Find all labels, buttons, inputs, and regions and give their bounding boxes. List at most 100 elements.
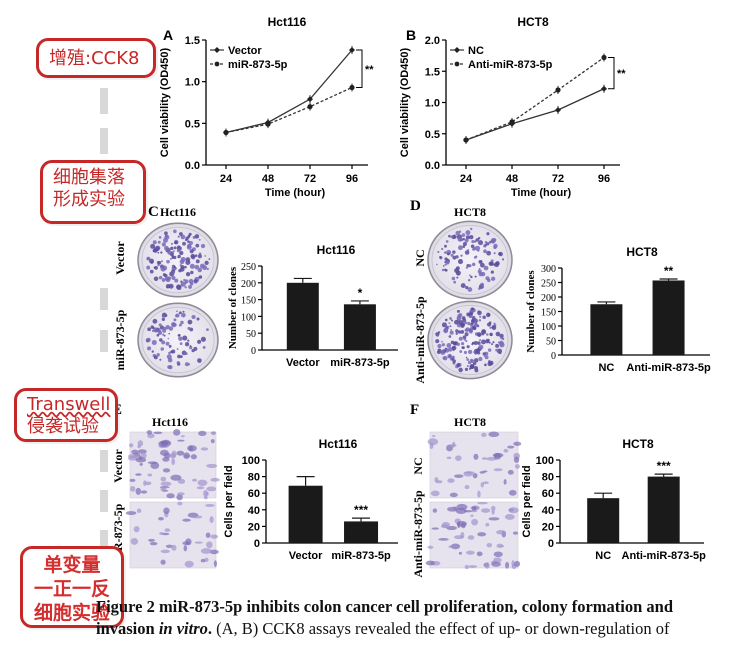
colony-dot xyxy=(168,351,171,355)
colony-dot xyxy=(180,280,183,283)
y-axis-label: Number of clones xyxy=(525,270,537,353)
colony-dot xyxy=(202,345,206,349)
invaded-cell xyxy=(177,478,186,484)
invaded-cell xyxy=(153,431,163,435)
colony-dot xyxy=(491,325,497,330)
invaded-cell xyxy=(505,561,510,569)
colony-dot xyxy=(466,345,470,349)
invaded-cell xyxy=(200,447,209,451)
colony-dot xyxy=(477,334,481,337)
invaded-cell xyxy=(429,442,434,449)
row-label: Vector xyxy=(111,449,125,483)
colony-dot xyxy=(436,335,439,337)
colony-dot xyxy=(458,336,463,341)
invaded-cell xyxy=(452,441,456,448)
colony-dot xyxy=(478,344,484,350)
colony-dot xyxy=(154,266,158,270)
colony-dot xyxy=(175,313,180,318)
colony-dot xyxy=(460,283,466,289)
invaded-cell xyxy=(137,444,141,449)
colony-dot xyxy=(156,353,160,357)
colony-dot xyxy=(480,282,485,287)
invaded-cell xyxy=(169,452,176,459)
series-line xyxy=(465,56,605,141)
caption-heading: Figure 2 miR-873-5p inhibits colon cance… xyxy=(96,597,674,616)
colony-dot xyxy=(187,339,190,342)
bar xyxy=(288,485,323,543)
data-point xyxy=(307,96,313,103)
colony-dot xyxy=(187,243,192,248)
row-label: Anti-miR-873-5p xyxy=(413,296,427,384)
colony-dot xyxy=(479,315,482,318)
colony-dot xyxy=(478,319,482,322)
colony-dot xyxy=(499,333,504,339)
colony-dot xyxy=(189,240,193,245)
invaded-cell xyxy=(427,545,434,549)
colony-dot xyxy=(440,350,446,355)
colony-dot xyxy=(455,230,460,236)
colony-dot xyxy=(471,262,476,267)
colony-dot xyxy=(195,259,200,264)
invaded-cell xyxy=(513,441,522,446)
colony-dot xyxy=(172,250,175,253)
invaded-cell xyxy=(491,505,496,511)
invaded-cell xyxy=(430,490,440,497)
y-axis-label: Cells per field xyxy=(223,465,235,537)
invaded-cell xyxy=(477,532,487,537)
colony-dot xyxy=(490,276,496,281)
colony-dot xyxy=(460,342,465,346)
invaded-cell xyxy=(493,468,503,472)
callout-cck8: 增殖:CCK8 xyxy=(36,38,156,78)
colony-dot xyxy=(455,332,458,335)
colony-dot xyxy=(161,315,165,318)
invaded-cell xyxy=(128,443,134,448)
colony-dot xyxy=(197,267,203,273)
x-tick-label: miR-873-5p xyxy=(330,357,390,369)
x-tick-label: 48 xyxy=(262,173,274,185)
data-point xyxy=(349,47,355,53)
colony-dot xyxy=(464,328,468,332)
invaded-cell xyxy=(177,501,183,506)
x-tick-label: 24 xyxy=(460,173,473,185)
colony-dot xyxy=(462,245,466,248)
y-tick-label: 0 xyxy=(548,538,554,550)
colony-dot xyxy=(443,328,449,334)
bar xyxy=(587,498,620,543)
colony-dot xyxy=(471,239,475,244)
invaded-cell xyxy=(486,542,493,548)
colony-dot xyxy=(455,255,457,258)
colony-dot xyxy=(496,348,503,354)
colony-dot xyxy=(475,238,479,242)
colony-dot xyxy=(467,321,471,326)
watermark-dash xyxy=(100,450,108,472)
colony-dot xyxy=(173,246,177,250)
colony-dot xyxy=(177,235,180,238)
colony-dot xyxy=(474,245,481,251)
colony-dot xyxy=(177,254,181,259)
chart-title: HCT8 xyxy=(626,245,658,259)
y-tick-label: 100 xyxy=(536,455,554,467)
invaded-cell xyxy=(203,489,208,497)
colony-dot xyxy=(452,355,455,359)
y-tick-label: 20 xyxy=(248,521,260,533)
callout-colony-line: 形成实验 xyxy=(53,189,125,210)
colony-dot xyxy=(467,278,471,282)
row-label: NC xyxy=(411,457,425,474)
invaded-cell xyxy=(160,549,170,554)
invaded-cell xyxy=(177,439,185,442)
colony-dot xyxy=(166,286,169,289)
invaded-cell xyxy=(210,438,215,444)
invaded-cell xyxy=(470,510,478,513)
invaded-cell xyxy=(449,492,458,498)
colony-dot xyxy=(471,307,475,311)
invaded-cell xyxy=(130,537,139,545)
colony-dot xyxy=(458,313,463,317)
x-tick-label: miR-873-5p xyxy=(331,550,391,562)
colony-dot xyxy=(489,261,494,266)
y-tick-label: 100 xyxy=(541,322,556,333)
invaded-cell xyxy=(133,526,140,533)
colony-dot xyxy=(449,325,452,328)
y-tick-label: 1.0 xyxy=(185,77,200,89)
y-tick-label: 300 xyxy=(541,264,556,275)
